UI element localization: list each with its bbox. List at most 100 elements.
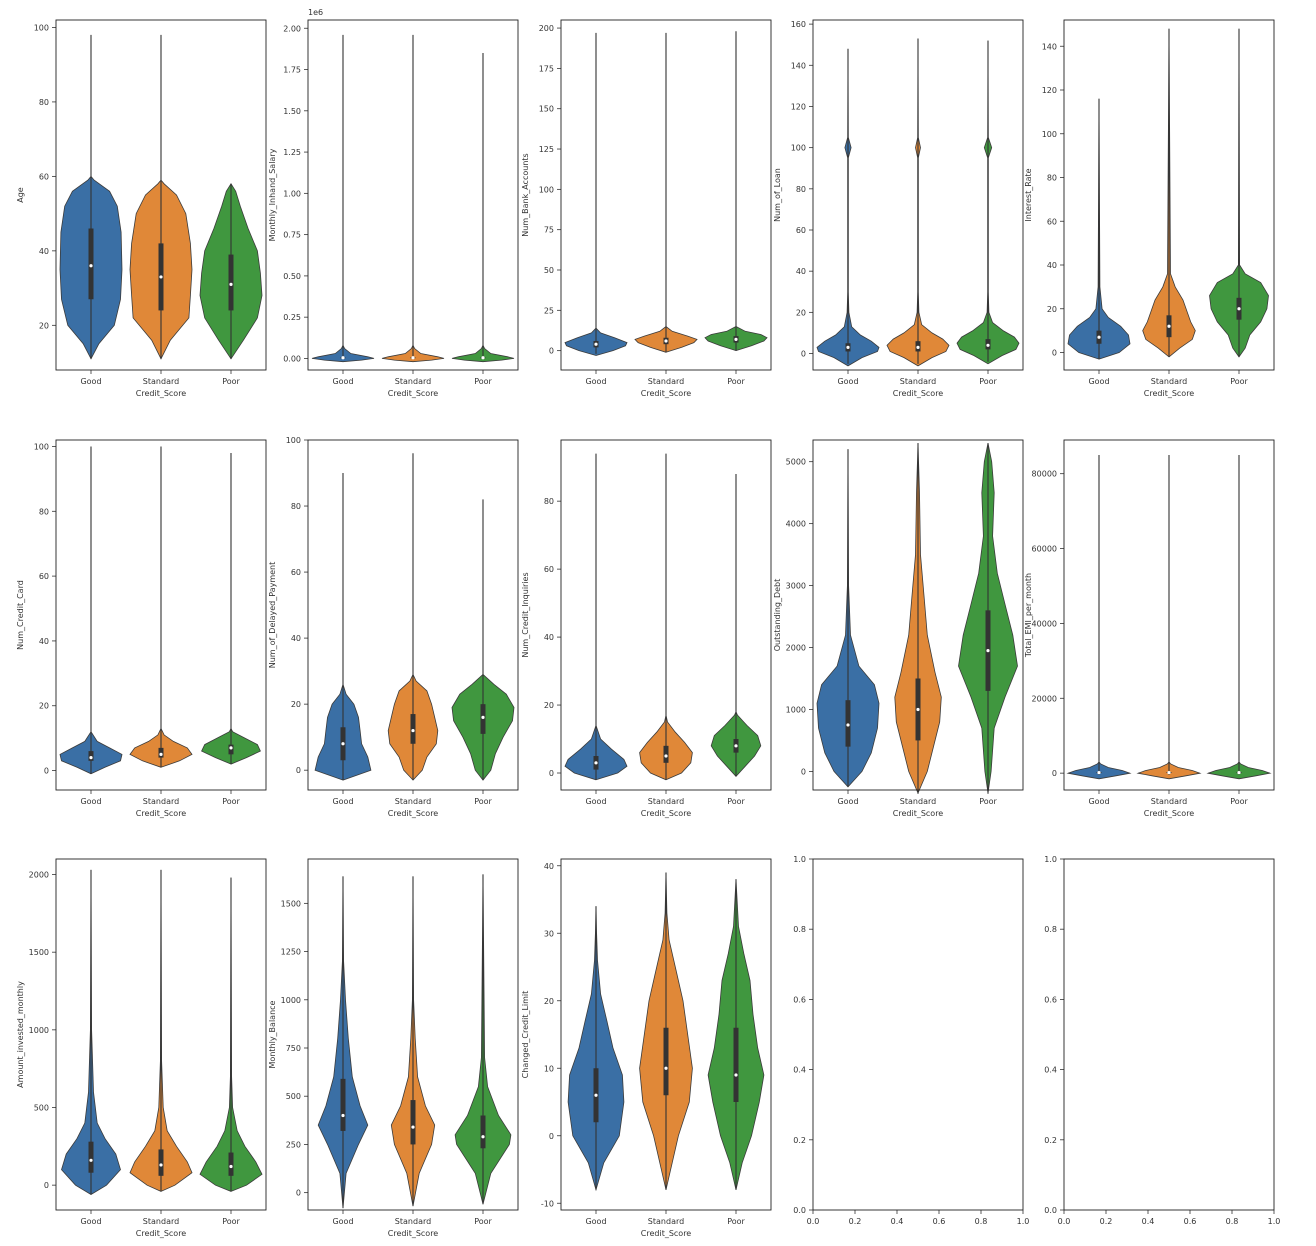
violin-standard xyxy=(634,32,698,353)
quartile-box xyxy=(228,254,234,311)
y-tick-label: 0 xyxy=(801,350,806,359)
violin-standard xyxy=(390,876,436,1207)
quartile-box xyxy=(480,704,486,734)
x-axis-label: Credit_Score xyxy=(641,809,692,818)
violin-standard xyxy=(894,443,942,795)
y-tick-label: 140 xyxy=(791,61,806,70)
axes-frame xyxy=(560,19,772,371)
y-tick-label: 0 xyxy=(44,767,49,776)
y-tick-label: 40 xyxy=(796,267,806,276)
y-tick-label: 20 xyxy=(39,702,49,711)
median-dot xyxy=(664,339,668,343)
violin-poor xyxy=(451,499,515,781)
y-tick-label: 10 xyxy=(544,1064,554,1073)
y-tick-label: 60000 xyxy=(1032,545,1057,554)
violin-good xyxy=(564,32,628,356)
x-tick-label: Good xyxy=(585,377,606,386)
quartile-box xyxy=(88,751,94,761)
quartile-box xyxy=(88,1141,94,1173)
median-dot xyxy=(734,1073,738,1077)
violin-good xyxy=(1067,98,1131,360)
median-dot xyxy=(1167,770,1171,775)
subplot-11: Good Standard Poor Credit_Score 0 500 1000 1500… xyxy=(16,858,267,1238)
median-dot xyxy=(594,1093,598,1097)
y-tick-label: 0 xyxy=(801,767,806,776)
axes-frame xyxy=(55,19,267,371)
median-dot xyxy=(229,282,233,286)
y-tick-label: 200 xyxy=(539,24,554,33)
y-tick-label: 20000 xyxy=(1032,694,1057,703)
y-tick-label: 0 xyxy=(549,769,554,778)
x-tick-label: Standard xyxy=(648,377,684,386)
y-axis-label: Monthly_Balance xyxy=(268,1000,277,1068)
x-tick-label: 0.8 xyxy=(975,1217,988,1226)
y-tick-label: 500 xyxy=(286,1092,301,1101)
axes-frame xyxy=(560,858,772,1211)
violin-good xyxy=(59,446,123,775)
x-tick-label: Good xyxy=(585,1217,606,1226)
violin-standard xyxy=(129,869,193,1192)
median-dot xyxy=(594,342,598,346)
y-tick-label: 0.00 xyxy=(283,354,301,363)
x-tick-label: Good xyxy=(1088,797,1109,806)
axes-frame xyxy=(55,858,267,1211)
y-tick-label: 80 xyxy=(39,98,49,107)
y-axis-offset-label: 1e6 xyxy=(308,8,323,17)
x-tick-label: Standard xyxy=(1151,377,1187,386)
y-tick-label: 0.4 xyxy=(793,1066,806,1075)
median-dot xyxy=(1097,335,1101,339)
x-tick-label: Poor xyxy=(727,1217,745,1226)
x-tick-label: Poor xyxy=(222,377,240,386)
x-axis-label: Credit_Score xyxy=(136,1229,187,1238)
x-axis-label: Credit_Score xyxy=(1144,809,1195,818)
y-axis-label: Num_of_Delayed_Payment xyxy=(268,562,277,669)
y-tick-label: 1000 xyxy=(29,1026,49,1035)
x-tick-label: Standard xyxy=(395,377,431,386)
subplot-15: 0.0 0.2 0.4 0.6 0.8 1.0 0.0 0.2 0.4 0.6 0.8 1.0 xyxy=(1044,855,1280,1226)
y-tick-label: 40 xyxy=(39,247,49,256)
y-tick-label: 1000 xyxy=(786,705,806,714)
x-axis-label: Credit_Score xyxy=(641,389,692,398)
median-dot xyxy=(159,752,163,756)
x-tick-label: 0.4 xyxy=(891,1217,904,1226)
quartile-box xyxy=(228,1152,234,1176)
quartile-box xyxy=(340,1078,346,1131)
x-tick-label: Poor xyxy=(979,797,997,806)
subplot-4: Good Standard Poor Credit_Score 0 20 40 60 80 100… xyxy=(773,19,1024,398)
x-tick-label: 0.0 xyxy=(1058,1217,1071,1226)
y-tick-label: 1000 xyxy=(281,996,301,1005)
violin-standard xyxy=(129,34,193,360)
y-tick-label: 60 xyxy=(291,568,301,577)
y-tick-label: 80 xyxy=(544,497,554,506)
y-axis-label: Num_of_Loan xyxy=(773,168,782,222)
quartile-box xyxy=(228,744,234,755)
y-tick-label: 120 xyxy=(1042,86,1057,95)
y-tick-label: 100 xyxy=(1042,130,1057,139)
y-tick-label: -10 xyxy=(541,1199,554,1208)
x-axis-label: Credit_Score xyxy=(136,389,187,398)
violin-good xyxy=(1066,454,1132,780)
y-tick-label: 175 xyxy=(539,64,554,73)
median-dot xyxy=(734,744,738,748)
x-tick-label: 0.2 xyxy=(849,1217,862,1226)
y-tick-label: 60 xyxy=(39,572,49,581)
violin-poor xyxy=(201,452,261,765)
y-tick-label: 500 xyxy=(34,1103,49,1112)
x-tick-label: Poor xyxy=(474,797,492,806)
subplot-10: Good Standard Poor Credit_Score 0 20000 40000 6… xyxy=(1024,439,1275,818)
y-tick-label: 80 xyxy=(1047,174,1057,183)
y-axis-label: Amount_invested_monthly xyxy=(16,981,25,1088)
median-dot xyxy=(229,746,233,750)
y-tick-label: 2.00 xyxy=(283,24,301,33)
median-dot xyxy=(411,356,415,360)
x-tick-label: 0.0 xyxy=(807,1217,820,1226)
y-tick-label: 100 xyxy=(791,144,806,153)
axes-frame xyxy=(812,439,1024,791)
x-tick-label: Poor xyxy=(1230,377,1248,386)
quartile-box xyxy=(88,228,94,300)
x-tick-label: Poor xyxy=(979,377,997,386)
x-tick-label: Standard xyxy=(143,377,179,386)
subplot-5: Good Standard Poor Credit_Score 0 20 40 60 80 100… xyxy=(1024,19,1275,398)
y-tick-label: 1250 xyxy=(281,948,301,957)
